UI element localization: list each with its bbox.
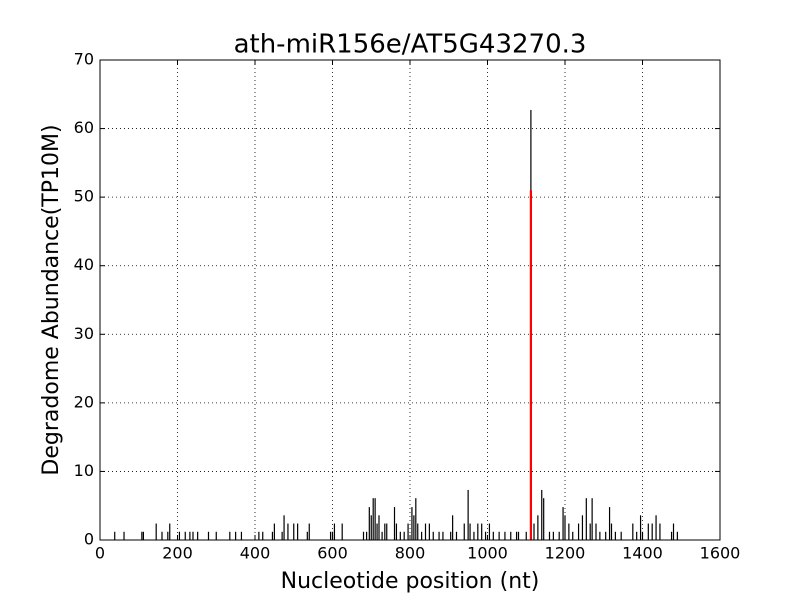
x-tick-label: 1200 <box>545 544 586 563</box>
x-tick-label: 1000 <box>467 544 508 563</box>
y-axis-label: Degradome Abundance(TP10M) <box>39 124 64 475</box>
x-tick-label: 1600 <box>700 544 741 563</box>
x-axis-label: Nucleotide position (nt) <box>281 569 540 594</box>
x-tick-label: 800 <box>395 544 426 563</box>
y-tick-label: 50 <box>74 187 94 206</box>
y-tick-label: 70 <box>74 50 94 69</box>
plot-frame <box>99 59 721 541</box>
y-tick-label: 0 <box>84 530 94 549</box>
x-tick-label: 600 <box>317 544 348 563</box>
x-tick-label: 0 <box>95 544 105 563</box>
y-tick-label: 40 <box>74 255 94 274</box>
chart-title: ath-miR156e/AT5G43270.3 <box>234 30 587 60</box>
x-tick-label: 400 <box>240 544 271 563</box>
x-tick-label: 1400 <box>622 544 663 563</box>
y-tick-label: 20 <box>74 392 94 411</box>
y-tick-label: 10 <box>74 461 94 480</box>
x-tick-label: 200 <box>162 544 193 563</box>
y-tick-label: 30 <box>74 324 94 343</box>
y-tick-label: 60 <box>74 118 94 137</box>
